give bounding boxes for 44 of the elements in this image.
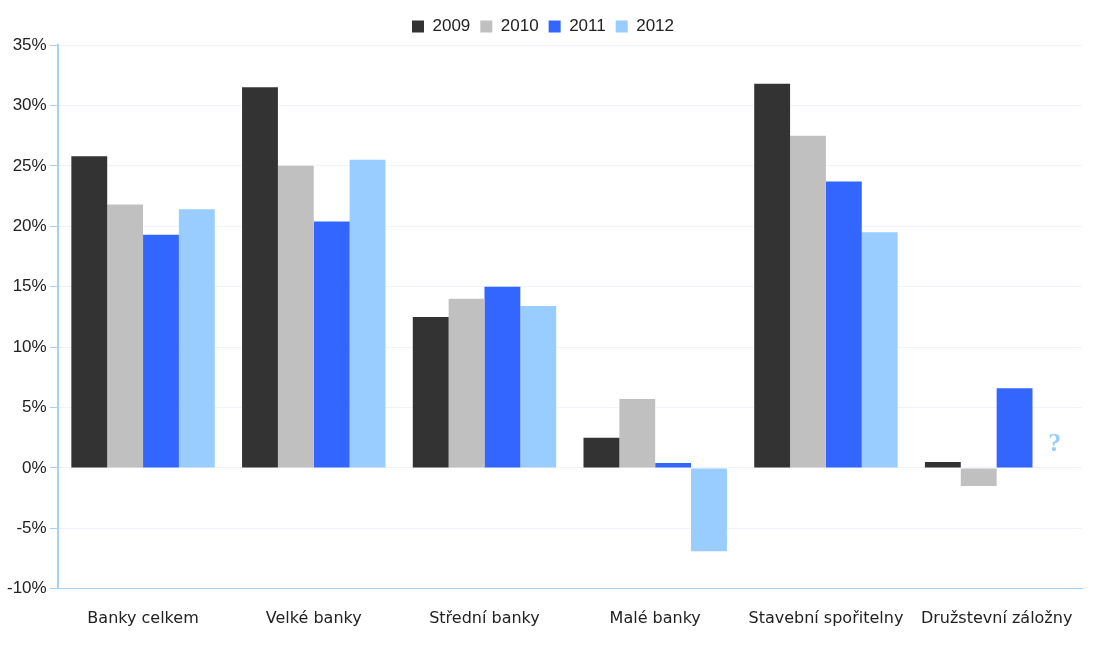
legend-label: 2012: [636, 16, 675, 36]
y-tick-label: 0%: [22, 457, 47, 477]
x-tick-label: Velké banky: [265, 607, 362, 627]
y-tick-label: 35%: [12, 34, 47, 54]
legend-label: 2011: [569, 16, 606, 36]
bar: [924, 461, 961, 468]
bar: [349, 159, 386, 468]
bar: [825, 181, 862, 468]
bar: [71, 156, 108, 468]
legend-label: 2009: [432, 16, 471, 36]
legend-label: 2010: [500, 16, 539, 36]
x-tick-label: Malé banky: [609, 607, 701, 627]
y-tick-label: -5%: [16, 518, 47, 538]
x-tick-label: Družstevní záložny: [920, 607, 1073, 627]
bar: [143, 234, 179, 468]
annotation: ?: [1048, 427, 1062, 457]
y-tick-label: 10%: [12, 336, 47, 356]
bar: [242, 87, 278, 468]
bar: [996, 388, 1033, 468]
y-tick-label: -10%: [7, 578, 47, 598]
bar: [484, 286, 521, 468]
y-tick-label: 15%: [12, 276, 47, 296]
bar: [583, 437, 620, 468]
bar: [790, 135, 826, 468]
y-tick-label: 25%: [12, 155, 47, 175]
bar: [107, 204, 144, 468]
bar: [520, 306, 557, 468]
bar: [277, 165, 314, 468]
bar: [861, 232, 898, 468]
bar: [754, 83, 791, 468]
bar: [960, 468, 997, 487]
bar: [655, 463, 692, 468]
x-tick-label: Střední banky: [429, 607, 540, 627]
bar: [313, 221, 350, 468]
bar: [178, 209, 215, 468]
bar: [619, 399, 656, 468]
y-tick-label: 30%: [12, 95, 47, 115]
y-tick-label: 5%: [22, 397, 47, 417]
x-tick-label: Stavební spořitelny: [748, 607, 904, 627]
x-tick-label: Banky celkem: [87, 607, 199, 627]
bar: [448, 298, 485, 468]
bar: [691, 468, 727, 552]
bar: [412, 316, 449, 468]
y-tick-label: 20%: [12, 215, 47, 235]
